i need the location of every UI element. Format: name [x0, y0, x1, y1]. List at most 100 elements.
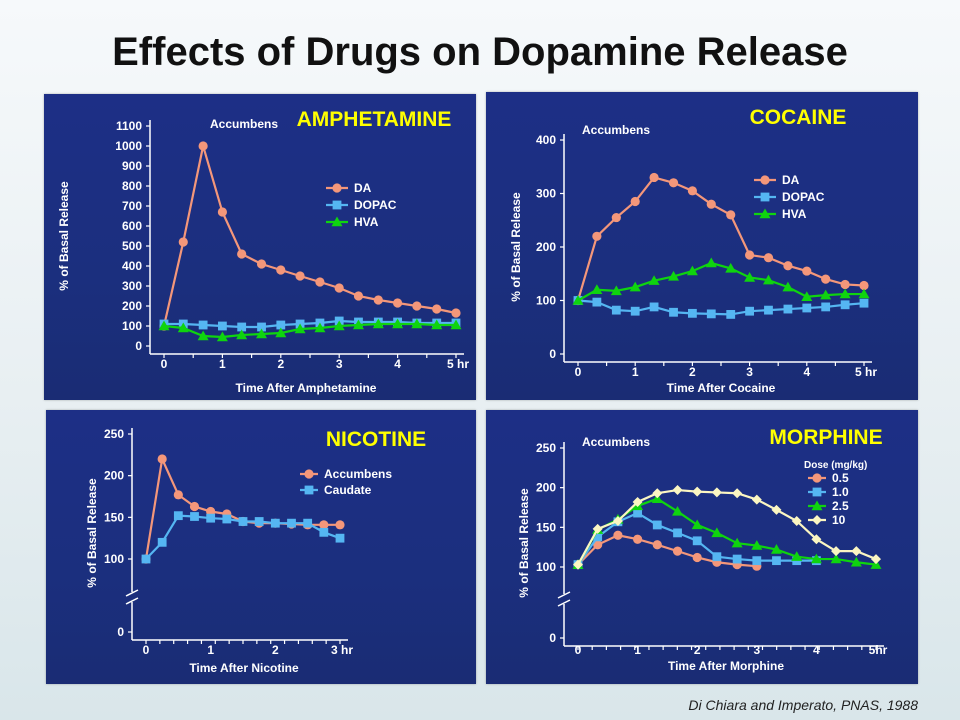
legend-label: 10 [832, 513, 846, 527]
legend-marker [812, 515, 822, 525]
data-point [613, 530, 623, 540]
cocaine-axes [560, 134, 872, 366]
legend-marker [331, 216, 343, 227]
data-point [672, 546, 683, 556]
amphetamine-chart: 0 100 200 300 400 500 600 700 800 900 1000 1100 0 1 2 3… [57, 108, 469, 395]
x-tick-label: 2 [272, 643, 279, 657]
data-point [237, 249, 247, 259]
data-point [821, 274, 831, 284]
data-point [198, 320, 208, 330]
data-point [850, 556, 862, 567]
data-point [352, 319, 364, 330]
y-tick-label: 100 [122, 319, 142, 333]
data-point [197, 330, 209, 341]
data-point [712, 552, 722, 562]
x-tick-label: 1 [207, 643, 214, 657]
y-tick-label: 150 [104, 510, 124, 524]
nicotine-panel: 0 100 150 200 250 0 1 2 3 hr Time After Nicotine%… [46, 410, 476, 684]
x-tick-label: 1 [634, 643, 641, 657]
y-tick-label: 400 [536, 133, 556, 147]
legend-marker [304, 469, 314, 479]
data-point [763, 253, 774, 263]
x-tick-label: 4 [803, 365, 810, 379]
data-point [256, 328, 268, 339]
x-tick-label: 3 [336, 357, 343, 371]
y-tick-label: 200 [536, 481, 556, 495]
legend-marker [811, 500, 823, 511]
data-point [691, 519, 703, 530]
data-point [270, 518, 280, 528]
y-tick-label: 100 [536, 294, 556, 308]
legend-label: HVA [354, 215, 379, 229]
data-point [218, 321, 227, 331]
series-line-dopac [164, 319, 456, 329]
data-point [652, 520, 662, 530]
chart-title: COCAINE [750, 106, 847, 129]
data-point [632, 496, 643, 507]
x-tick-label: 2 [689, 365, 696, 379]
y-tick-label: 250 [104, 427, 124, 441]
data-point [840, 279, 850, 290]
y-tick-label: 200 [536, 240, 556, 254]
legend-label: 2.5 [832, 499, 849, 513]
data-point [411, 318, 423, 329]
data-point [432, 304, 442, 314]
slide-title: Effects of Drugs on Dopamine Release [112, 30, 848, 74]
data-point [711, 527, 723, 538]
legend-marker [759, 208, 771, 219]
x-tick-label: 3 [746, 365, 753, 379]
data-point [591, 284, 603, 294]
y-axis-label: % of Basal Release [509, 192, 523, 302]
y-tick-label: 200 [122, 299, 142, 313]
axis-break-mark [125, 589, 139, 597]
data-point [431, 319, 443, 330]
data-point [706, 199, 716, 209]
y-tick-label: 300 [122, 279, 142, 293]
data-point [287, 518, 296, 528]
data-point [294, 323, 306, 334]
data-point [783, 261, 793, 271]
data-point [770, 544, 782, 554]
data-point [392, 318, 404, 329]
data-point [257, 322, 266, 332]
data-point [158, 320, 170, 331]
data-point [821, 302, 831, 312]
data-point [668, 270, 680, 281]
series-line-0-5 [577, 534, 757, 568]
data-point [705, 257, 717, 268]
chart-subtitle: Accumbens [582, 123, 650, 137]
legend-label: Caudate [324, 483, 372, 497]
data-point [745, 250, 755, 260]
data-point [802, 303, 812, 313]
data-point [333, 320, 345, 331]
data-point [177, 322, 189, 333]
data-point [393, 298, 403, 308]
x-tick-label: 4 [813, 643, 820, 657]
data-point [732, 554, 742, 564]
y-tick-label: 800 [122, 179, 142, 193]
y-tick-label: 200 [104, 469, 124, 483]
data-point [237, 322, 247, 332]
x-tick-label: 0 [575, 365, 582, 379]
data-point [652, 540, 662, 550]
data-point [314, 322, 326, 333]
y-tick-label: 1100 [116, 119, 142, 133]
x-axis-label: Time After Morphine [668, 659, 784, 673]
data-point [672, 505, 684, 516]
legend-title: Dose (mg/kg) [804, 460, 867, 471]
data-point [315, 277, 325, 287]
x-tick-label: 5hr [869, 643, 888, 657]
data-point [611, 305, 621, 315]
legend-label: DOPAC [782, 190, 825, 204]
data-point [831, 546, 842, 557]
data-point [731, 537, 743, 548]
data-point [669, 307, 678, 317]
series-line-da [162, 145, 457, 327]
data-point [141, 554, 151, 564]
data-point [173, 511, 183, 521]
data-point [851, 546, 862, 557]
data-point [450, 319, 462, 330]
data-point [173, 490, 183, 500]
data-point [801, 291, 813, 301]
y-axis-label: % of Basal Release [57, 181, 71, 291]
